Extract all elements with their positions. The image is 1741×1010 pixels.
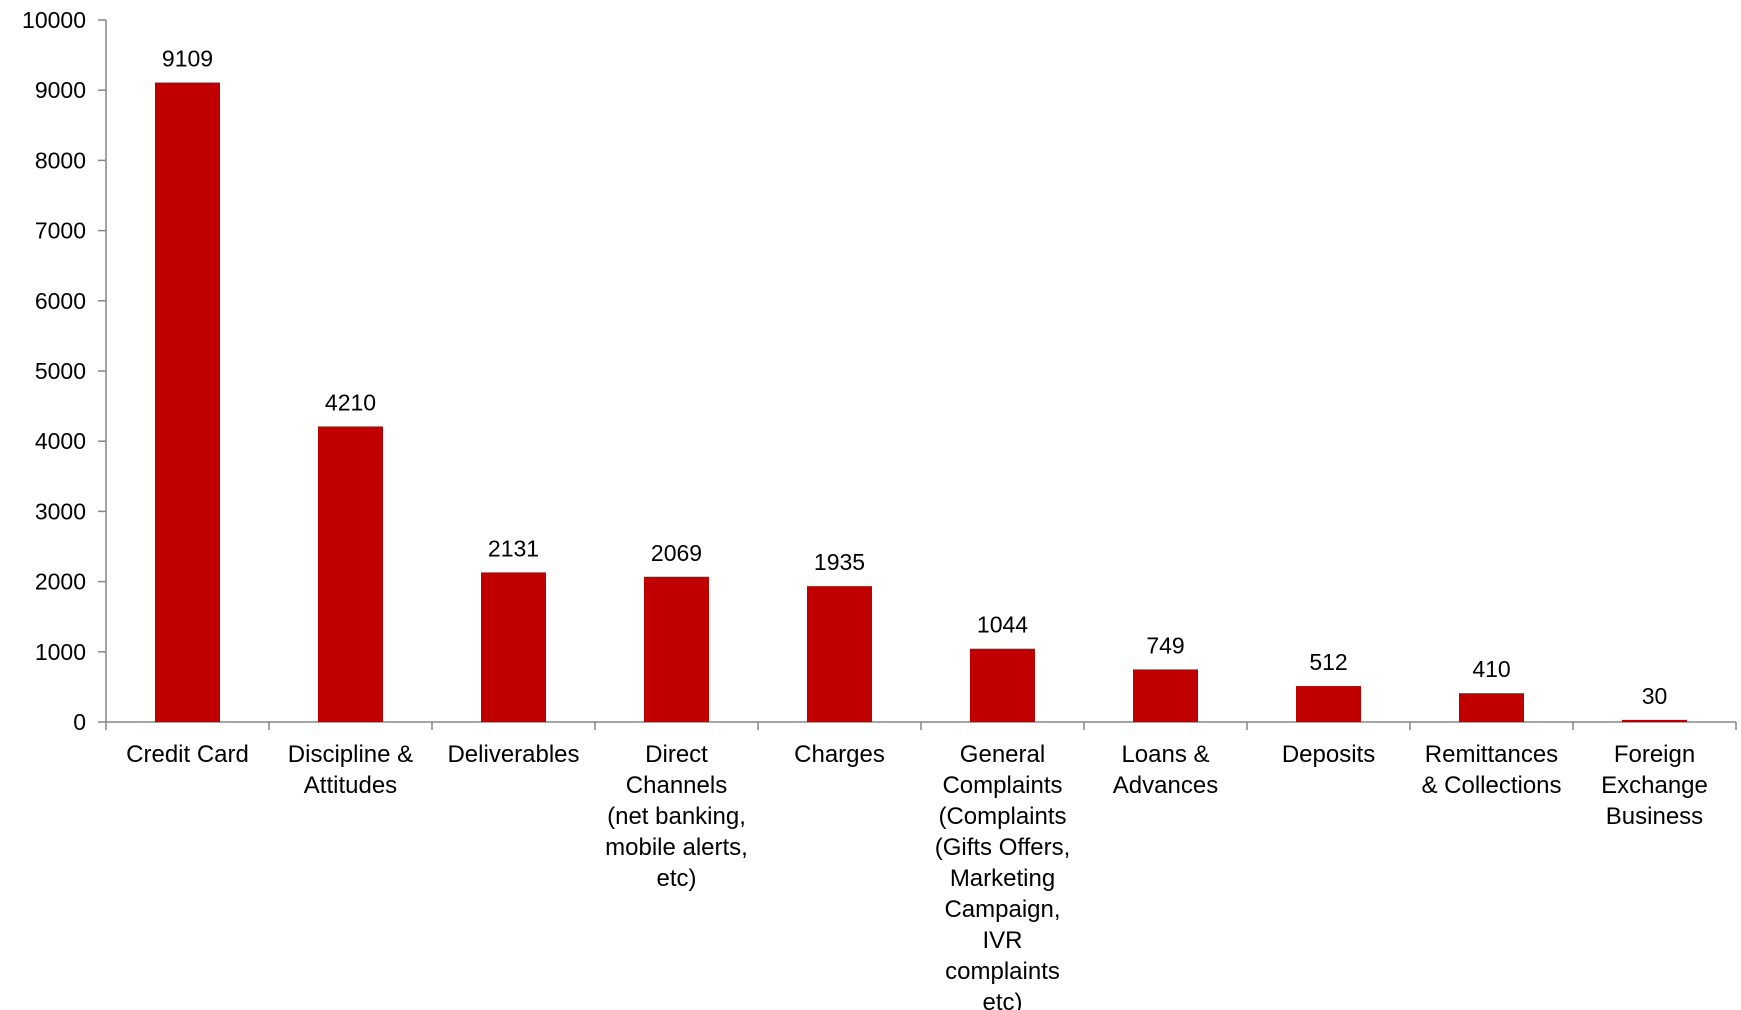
bar: [1622, 719, 1687, 722]
category-label-line: Complaints: [942, 772, 1062, 799]
data-label: 4210: [325, 389, 376, 415]
y-axis: 0 1000 2000 3000 4000 5000 6000 7000 8000 9000 100…: [22, 7, 107, 735]
y-tick-label: 4000: [35, 428, 86, 454]
y-tick-label: 10000: [22, 7, 86, 33]
category-label-line: (Complaints: [938, 803, 1066, 830]
category-label-line: complaints: [945, 958, 1060, 985]
category-label-line: Deliverables: [447, 741, 579, 768]
category-label-line: Remittances: [1425, 741, 1558, 768]
category-label: Remittances & Collections: [1421, 741, 1561, 799]
category-label-line: Direct: [645, 741, 708, 768]
category-label: Foreign Exchange Business: [1601, 741, 1708, 830]
category-label: General Complaints (Complaints (Gifts Offer…: [935, 741, 1071, 1010]
bar: [481, 572, 546, 722]
bar: [1459, 693, 1524, 722]
category-label: Charges: [794, 741, 885, 768]
x-axis: [105, 721, 1737, 730]
category-label-line: etc): [656, 865, 696, 892]
y-tick-label: 9000: [35, 77, 86, 103]
data-labels: 9109 4210 2131 2069 1935 1044 749 512 410 30: [162, 46, 1667, 709]
y-tick-label: 7000: [35, 218, 86, 244]
data-label: 512: [1309, 649, 1347, 675]
category-label-line: Charges: [794, 741, 885, 768]
category-label-line: etc): [982, 989, 1022, 1010]
category-label: Credit Card: [126, 741, 249, 768]
category-label-line: IVR: [982, 927, 1022, 954]
bar: [644, 576, 709, 722]
category-label-line: mobile alerts,: [605, 834, 748, 861]
category-label-line: Deposits: [1282, 741, 1375, 768]
category-labels: Credit Card Discipline & Attitudes Delivera…: [126, 741, 1708, 1010]
bar: [1296, 686, 1361, 722]
category-label-line: (net banking,: [607, 803, 746, 830]
data-label: 410: [1472, 656, 1510, 682]
data-label: 749: [1146, 632, 1184, 658]
data-label: 9109: [162, 46, 213, 72]
category-label: Discipline & Attitudes: [288, 741, 413, 799]
category-label: Deposits: [1282, 741, 1375, 768]
bar: [970, 648, 1035, 722]
y-tick-label: 0: [73, 709, 86, 735]
category-label-line: Advances: [1113, 772, 1218, 799]
bars: [155, 82, 1687, 722]
category-label: Deliverables: [447, 741, 579, 768]
data-label: 1044: [977, 612, 1028, 638]
data-label: 30: [1642, 683, 1668, 709]
category-label-line: Campaign,: [944, 896, 1060, 923]
category-label-line: Exchange: [1601, 772, 1708, 799]
category-label-line: Channels: [626, 772, 727, 799]
bar: [318, 426, 383, 722]
category-label-line: Marketing: [950, 865, 1055, 892]
category-label: Direct Channels (net banking, mobile alerts…: [605, 741, 748, 892]
category-label-line: (Gifts Offers,: [935, 834, 1071, 861]
category-label: Loans & Advances: [1113, 741, 1218, 799]
bar: [155, 82, 220, 722]
category-label-line: & Collections: [1421, 772, 1561, 799]
category-label-line: Foreign: [1614, 741, 1695, 768]
data-label: 1935: [814, 549, 865, 575]
data-label: 2131: [488, 535, 539, 561]
category-label-line: Business: [1606, 803, 1703, 830]
category-label-line: Credit Card: [126, 741, 249, 768]
y-tick-label: 3000: [35, 498, 86, 524]
category-label-line: General: [960, 741, 1045, 768]
y-tick-label: 2000: [35, 569, 86, 595]
category-label-line: Discipline &: [288, 741, 413, 768]
bar: [1133, 669, 1198, 722]
y-tick-label: 6000: [35, 288, 86, 314]
category-label-line: Attitudes: [304, 772, 397, 799]
bar: [807, 586, 872, 722]
data-label: 2069: [651, 540, 702, 566]
category-label-line: Loans &: [1121, 741, 1209, 768]
y-tick-label: 8000: [35, 147, 86, 173]
y-tick-label: 5000: [35, 358, 86, 384]
y-tick-label: 1000: [35, 639, 86, 665]
